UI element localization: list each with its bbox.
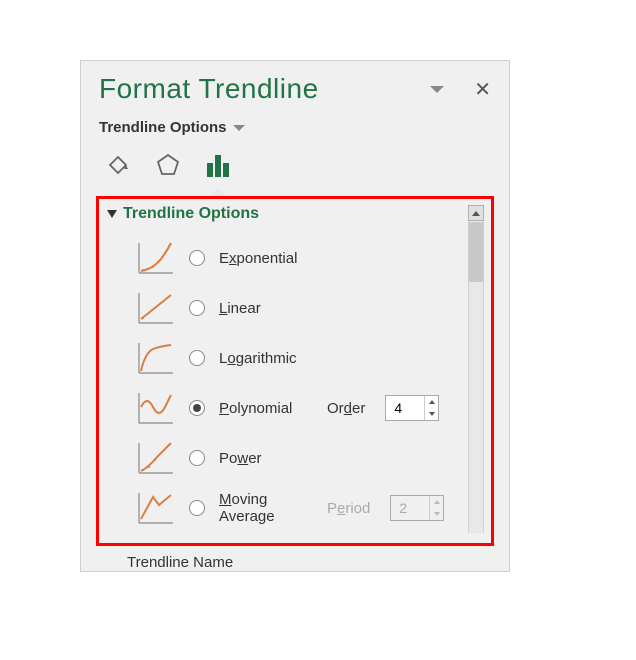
scroll-up-icon[interactable] bbox=[468, 205, 484, 221]
panel-header: Format Trendline ✕ bbox=[99, 73, 491, 105]
bar-chart-icon bbox=[202, 149, 234, 181]
radio-linear[interactable] bbox=[189, 300, 205, 316]
trendline-options-tab[interactable] bbox=[199, 146, 237, 184]
chevron-down-icon bbox=[233, 125, 245, 131]
polynomial-curve-icon bbox=[133, 389, 175, 427]
order-spinner[interactable]: 4 bbox=[385, 395, 439, 421]
option-linear[interactable]: Linear bbox=[105, 283, 467, 333]
order-up-icon[interactable] bbox=[425, 396, 438, 408]
section-title: Trendline Options bbox=[123, 205, 259, 223]
order-value[interactable]: 4 bbox=[386, 400, 424, 416]
radio-logarithmic[interactable] bbox=[189, 350, 205, 366]
exponential-curve-icon bbox=[133, 239, 175, 277]
order-label: Order bbox=[327, 400, 365, 417]
radio-moving-average[interactable] bbox=[189, 500, 205, 516]
sub-header-label: Trendline Options bbox=[99, 119, 227, 136]
period-down-icon bbox=[430, 508, 443, 520]
label-exponential: Exponential bbox=[219, 250, 309, 267]
panel-title: Format Trendline bbox=[99, 73, 319, 105]
effects-pentagon-icon bbox=[152, 149, 184, 181]
close-icon[interactable]: ✕ bbox=[474, 77, 491, 102]
option-moving-average[interactable]: MovingAverage Period 2 bbox=[105, 483, 467, 533]
period-value: 2 bbox=[391, 500, 429, 516]
paint-bucket-icon bbox=[102, 149, 134, 181]
period-label: Period bbox=[327, 500, 370, 517]
scroll-track[interactable] bbox=[468, 221, 484, 533]
linear-curve-icon bbox=[133, 289, 175, 327]
moving-average-curve-icon bbox=[133, 489, 175, 527]
order-down-icon[interactable] bbox=[425, 408, 438, 420]
label-logarithmic: Logarithmic bbox=[219, 350, 309, 367]
header-controls: ✕ bbox=[430, 77, 491, 102]
scrollbar[interactable] bbox=[467, 205, 485, 533]
section-header[interactable]: Trendline Options bbox=[105, 205, 467, 223]
scroll-thumb[interactable] bbox=[469, 222, 483, 282]
logarithmic-curve-icon bbox=[133, 339, 175, 377]
option-logarithmic[interactable]: Logarithmic bbox=[105, 333, 467, 383]
fill-line-tab[interactable] bbox=[99, 146, 137, 184]
option-polynomial[interactable]: Polynomial Order 4 bbox=[105, 383, 467, 433]
effects-tab[interactable] bbox=[149, 146, 187, 184]
highlighted-region: Trendline Options Exponential bbox=[96, 196, 494, 546]
radio-exponential[interactable] bbox=[189, 250, 205, 266]
panel-menu-dropdown-icon[interactable] bbox=[430, 86, 444, 93]
format-trendline-panel: Format Trendline ✕ Trendline Options bbox=[80, 60, 510, 572]
sub-header[interactable]: Trendline Options bbox=[99, 119, 491, 136]
radio-polynomial[interactable] bbox=[189, 400, 205, 416]
label-moving-average: MovingAverage bbox=[219, 491, 309, 526]
label-power: Power bbox=[219, 450, 309, 467]
label-linear: Linear bbox=[219, 300, 309, 317]
icon-tabs bbox=[99, 146, 491, 196]
collapse-arrow-icon bbox=[107, 210, 117, 218]
trendline-name-label: Trendline Name bbox=[99, 546, 491, 571]
option-power[interactable]: Power bbox=[105, 433, 467, 483]
period-up-icon bbox=[430, 496, 443, 508]
option-exponential[interactable]: Exponential bbox=[105, 233, 467, 283]
power-curve-icon bbox=[133, 439, 175, 477]
label-polynomial: Polynomial bbox=[219, 400, 309, 417]
period-spinner: 2 bbox=[390, 495, 444, 521]
radio-power[interactable] bbox=[189, 450, 205, 466]
